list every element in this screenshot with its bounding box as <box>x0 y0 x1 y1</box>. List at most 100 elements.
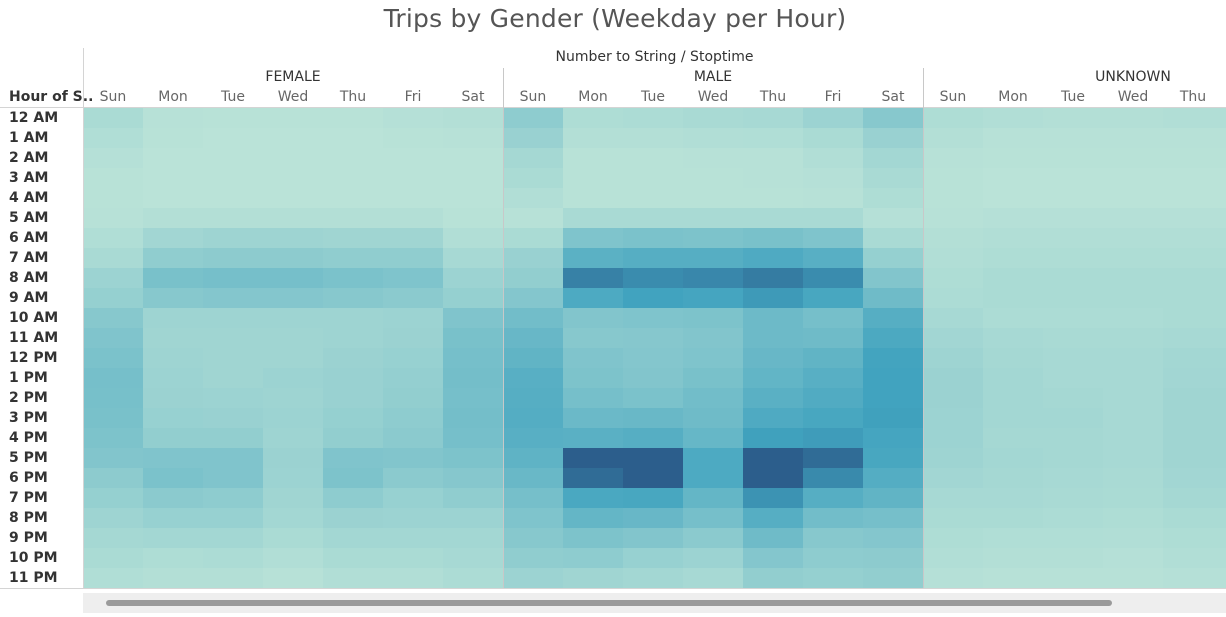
heatmap-cell[interactable] <box>503 148 563 168</box>
heatmap-cell[interactable] <box>563 168 623 188</box>
heatmap-cell[interactable] <box>503 228 563 248</box>
heatmap-cell[interactable] <box>983 408 1043 428</box>
heatmap-cell[interactable] <box>203 388 263 408</box>
heatmap-cell[interactable] <box>503 208 563 228</box>
heatmap-cell[interactable] <box>563 428 623 448</box>
heatmap-cell[interactable] <box>1223 448 1226 468</box>
heatmap-cell[interactable] <box>383 128 443 148</box>
heatmap-cell[interactable] <box>1103 328 1163 348</box>
heatmap-cell[interactable] <box>863 148 923 168</box>
heatmap-cell[interactable] <box>1223 548 1226 568</box>
heatmap-cell[interactable] <box>443 388 503 408</box>
heatmap-cell[interactable] <box>143 268 203 288</box>
heatmap-cell[interactable] <box>683 528 743 548</box>
heatmap-cell[interactable] <box>683 168 743 188</box>
heatmap-cell[interactable] <box>923 188 983 208</box>
heatmap-cell[interactable] <box>803 188 863 208</box>
heatmap-cell[interactable] <box>1043 108 1103 128</box>
heatmap-cell[interactable] <box>863 368 923 388</box>
heatmap-cell[interactable] <box>1163 268 1223 288</box>
heatmap-cell[interactable] <box>323 348 383 368</box>
heatmap-cell[interactable] <box>263 308 323 328</box>
heatmap-cell[interactable] <box>863 408 923 428</box>
heatmap-cell[interactable] <box>863 328 923 348</box>
heatmap-cell[interactable] <box>1103 228 1163 248</box>
heatmap-cell[interactable] <box>503 308 563 328</box>
heatmap-cell[interactable] <box>443 488 503 508</box>
heatmap-cell[interactable] <box>143 448 203 468</box>
heatmap-cell[interactable] <box>983 168 1043 188</box>
heatmap-cell[interactable] <box>983 128 1043 148</box>
heatmap-cell[interactable] <box>1163 108 1223 128</box>
heatmap-cell[interactable] <box>263 128 323 148</box>
heatmap-cell[interactable] <box>683 548 743 568</box>
heatmap-cell[interactable] <box>1103 208 1163 228</box>
heatmap-cell[interactable] <box>323 208 383 228</box>
heatmap-cell[interactable] <box>503 448 563 468</box>
heatmap-cell[interactable] <box>863 188 923 208</box>
heatmap-cell[interactable] <box>563 348 623 368</box>
heatmap-cell[interactable] <box>443 368 503 388</box>
heatmap-cell[interactable] <box>263 108 323 128</box>
heatmap-cell[interactable] <box>1163 128 1223 148</box>
heatmap-cell[interactable] <box>923 468 983 488</box>
heatmap-cell[interactable] <box>323 288 383 308</box>
heatmap-cell[interactable] <box>443 208 503 228</box>
heatmap-cell[interactable] <box>203 128 263 148</box>
heatmap-cell[interactable] <box>1043 568 1103 588</box>
heatmap-cell[interactable] <box>563 448 623 468</box>
heatmap-cell[interactable] <box>743 428 803 448</box>
heatmap-cell[interactable] <box>803 348 863 368</box>
heatmap-cell[interactable] <box>983 308 1043 328</box>
heatmap-cell[interactable] <box>743 408 803 428</box>
heatmap-cell[interactable] <box>623 208 683 228</box>
heatmap-cell[interactable] <box>143 108 203 128</box>
heatmap-cell[interactable] <box>1103 348 1163 368</box>
heatmap-cell[interactable] <box>803 268 863 288</box>
heatmap-cell[interactable] <box>623 268 683 288</box>
heatmap-cell[interactable] <box>743 148 803 168</box>
heatmap-cell[interactable] <box>443 228 503 248</box>
heatmap-cell[interactable] <box>143 468 203 488</box>
heatmap-cell[interactable] <box>203 428 263 448</box>
heatmap-cell[interactable] <box>983 428 1043 448</box>
heatmap-cell[interactable] <box>803 148 863 168</box>
heatmap-cell[interactable] <box>923 388 983 408</box>
heatmap-cell[interactable] <box>263 188 323 208</box>
heatmap-cell[interactable] <box>83 268 143 288</box>
heatmap-cell[interactable] <box>563 528 623 548</box>
heatmap-cell[interactable] <box>623 428 683 448</box>
heatmap-cell[interactable] <box>803 388 863 408</box>
heatmap-cell[interactable] <box>623 348 683 368</box>
heatmap-cell[interactable] <box>863 308 923 328</box>
heatmap-cell[interactable] <box>503 368 563 388</box>
heatmap-cell[interactable] <box>143 328 203 348</box>
heatmap-cell[interactable] <box>443 168 503 188</box>
heatmap-cell[interactable] <box>323 448 383 468</box>
heatmap-cell[interactable] <box>323 368 383 388</box>
heatmap-cell[interactable] <box>983 388 1043 408</box>
heatmap-cell[interactable] <box>623 488 683 508</box>
heatmap-cell[interactable] <box>863 208 923 228</box>
heatmap-cell[interactable] <box>203 308 263 328</box>
heatmap-cell[interactable] <box>623 328 683 348</box>
heatmap-cell[interactable] <box>1043 168 1103 188</box>
heatmap-cell[interactable] <box>983 288 1043 308</box>
heatmap-cell[interactable] <box>143 368 203 388</box>
heatmap-cell[interactable] <box>1043 268 1103 288</box>
heatmap-cell[interactable] <box>923 288 983 308</box>
heatmap-cell[interactable] <box>203 568 263 588</box>
heatmap-cell[interactable] <box>983 228 1043 248</box>
heatmap-cell[interactable] <box>803 468 863 488</box>
heatmap-cell[interactable] <box>503 128 563 148</box>
heatmap-cell[interactable] <box>683 388 743 408</box>
heatmap-cell[interactable] <box>1223 468 1226 488</box>
heatmap-cell[interactable] <box>1223 488 1226 508</box>
heatmap-cell[interactable] <box>1043 448 1103 468</box>
heatmap-cell[interactable] <box>563 508 623 528</box>
heatmap-cell[interactable] <box>863 568 923 588</box>
heatmap-cell[interactable] <box>383 228 443 248</box>
heatmap-cell[interactable] <box>323 328 383 348</box>
heatmap-cell[interactable] <box>1163 448 1223 468</box>
heatmap-cell[interactable] <box>743 548 803 568</box>
